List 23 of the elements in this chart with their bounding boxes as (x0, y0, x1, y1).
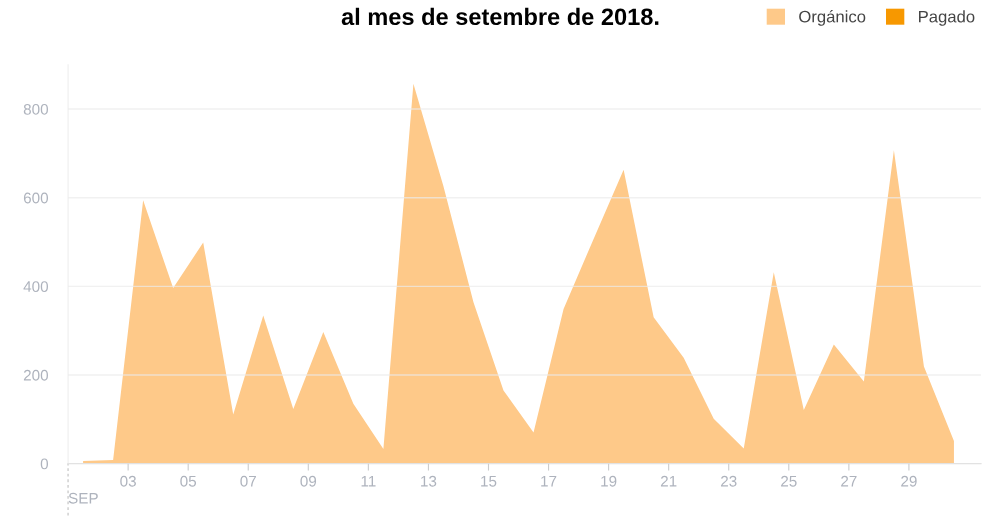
y-tick-label: 800 (23, 103, 49, 115)
y-tick-label: 0 (40, 458, 49, 470)
x-tick-label: 27 (841, 475, 857, 487)
y-tick-label: 600 (23, 192, 49, 204)
x-tick-label: 05 (180, 475, 197, 487)
y-tick-label: 200 (23, 369, 49, 381)
legend-label: Pagado (919, 10, 975, 26)
x-axis-title: SEP (68, 492, 98, 504)
x-tick-label: 09 (300, 475, 317, 487)
chart-title: al mes de setembre de 2018. (341, 7, 659, 26)
legend-label: Orgánico (799, 10, 866, 26)
x-tick-label: 21 (660, 475, 677, 487)
y-tick-label: 400 (23, 281, 49, 293)
x-tick-label: 19 (601, 475, 617, 487)
x-tick-label: 23 (721, 475, 737, 487)
x-tick-label: 03 (120, 475, 136, 487)
x-tick-label: 25 (781, 475, 797, 487)
x-tick-label: 11 (361, 475, 376, 487)
x-tick-label: 13 (421, 475, 437, 487)
x-tick-label: 17 (541, 475, 557, 487)
x-tick-label: 15 (481, 475, 497, 487)
x-tick-label: 07 (240, 475, 256, 487)
x-tick-label: 29 (901, 475, 917, 487)
